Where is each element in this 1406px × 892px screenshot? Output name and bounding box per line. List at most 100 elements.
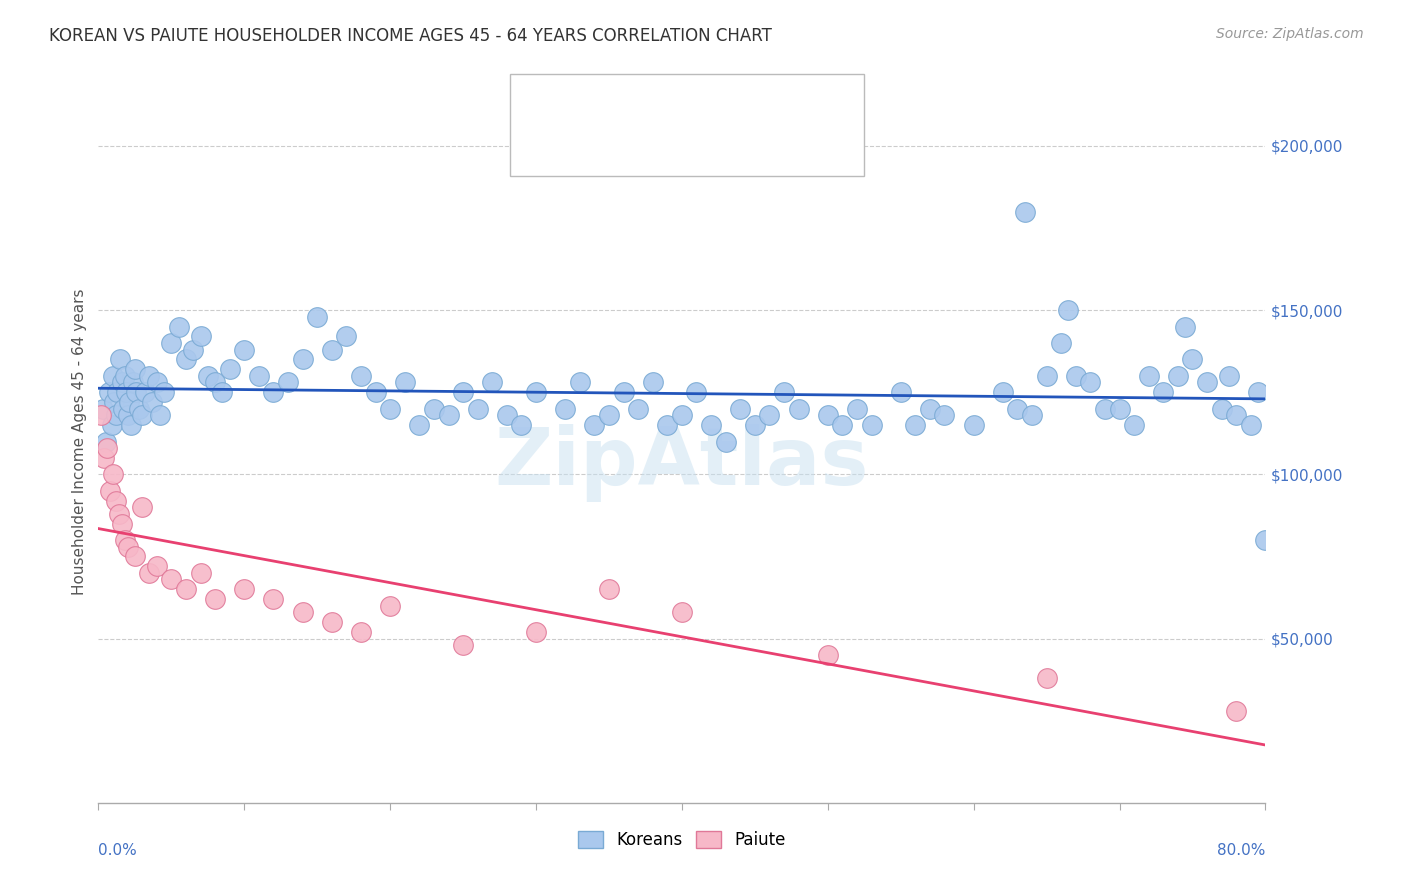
Point [496, 409, 519, 423]
Text: N =: N = [725, 91, 762, 109]
FancyBboxPatch shape [520, 83, 557, 118]
Point [846, 401, 869, 416]
Point [1108, 401, 1130, 416]
Point [598, 409, 620, 423]
Point [146, 376, 169, 390]
Point [131, 409, 153, 423]
Point [93, 450, 115, 465]
Point [307, 310, 329, 324]
Point [1225, 409, 1247, 423]
Point [380, 401, 402, 416]
Text: 0.0%: 0.0% [98, 843, 138, 857]
Point [394, 376, 416, 390]
Point [115, 385, 138, 400]
Point [510, 418, 533, 433]
Point [124, 549, 146, 564]
Point [96, 441, 118, 455]
Y-axis label: Householder Income Ages 45 - 64 years: Householder Income Ages 45 - 64 years [72, 288, 87, 595]
Point [1174, 319, 1197, 334]
Point [197, 368, 219, 383]
Point [149, 409, 172, 423]
Point [134, 385, 156, 400]
Point [128, 401, 150, 416]
Point [100, 418, 122, 433]
Point [817, 409, 839, 423]
Point [890, 385, 912, 400]
Point [627, 401, 650, 416]
Point [934, 409, 956, 423]
Point [1094, 401, 1116, 416]
Text: Source: ZipAtlas.com: Source: ZipAtlas.com [1216, 27, 1364, 41]
Point [1225, 704, 1247, 718]
Point [118, 395, 141, 409]
Point [423, 401, 446, 416]
Point [103, 395, 125, 409]
Point [153, 385, 176, 400]
Point [773, 385, 796, 400]
Text: -0.432: -0.432 [630, 141, 690, 159]
Point [787, 401, 810, 416]
Point [101, 368, 124, 383]
Point [277, 376, 299, 390]
Point [101, 467, 124, 482]
Point [138, 368, 160, 383]
Text: R =: R = [572, 91, 607, 109]
Point [1167, 368, 1189, 383]
Point [408, 418, 430, 433]
Point [263, 385, 285, 400]
Point [817, 648, 839, 662]
Text: R =: R = [572, 141, 607, 159]
Point [91, 401, 114, 416]
Point [90, 409, 112, 423]
Point [918, 401, 941, 416]
Point [1152, 385, 1174, 400]
Point [174, 582, 197, 597]
Point [451, 385, 474, 400]
Point [714, 434, 737, 449]
Point [1064, 368, 1087, 383]
Point [247, 368, 270, 383]
Point [831, 418, 853, 433]
Point [97, 385, 120, 400]
Text: 31: 31 [780, 141, 815, 159]
Point [744, 418, 766, 433]
Point [350, 368, 373, 383]
Point [233, 582, 256, 597]
FancyBboxPatch shape [510, 73, 865, 177]
Text: -0.214: -0.214 [630, 91, 690, 109]
Point [350, 625, 373, 640]
Point [1035, 368, 1057, 383]
Point [110, 352, 132, 367]
Point [117, 409, 139, 423]
Point [451, 638, 474, 652]
Point [598, 582, 620, 597]
Point [1035, 671, 1057, 685]
Point [1057, 303, 1080, 318]
Text: 107: 107 [780, 91, 815, 109]
Point [554, 401, 576, 416]
Legend: Koreans, Paiute: Koreans, Paiute [571, 824, 793, 856]
Point [111, 516, 134, 531]
Point [1080, 376, 1102, 390]
Point [583, 418, 606, 433]
Point [481, 376, 503, 390]
Text: ZipAtlas: ZipAtlas [495, 425, 869, 502]
Point [138, 566, 160, 580]
FancyBboxPatch shape [520, 134, 557, 168]
Point [218, 362, 240, 376]
Point [700, 418, 723, 433]
Point [1197, 376, 1219, 390]
Point [233, 343, 256, 357]
Point [1240, 418, 1263, 433]
Point [1137, 368, 1160, 383]
Point [991, 385, 1014, 400]
Point [124, 362, 146, 376]
Point [117, 540, 139, 554]
Point [364, 385, 387, 400]
Point [204, 592, 226, 607]
Point [291, 352, 314, 367]
Text: KOREAN VS PAIUTE HOUSEHOLDER INCOME AGES 45 - 64 YEARS CORRELATION CHART: KOREAN VS PAIUTE HOUSEHOLDER INCOME AGES… [49, 27, 772, 45]
Point [125, 385, 148, 400]
Point [730, 401, 752, 416]
Point [105, 385, 128, 400]
